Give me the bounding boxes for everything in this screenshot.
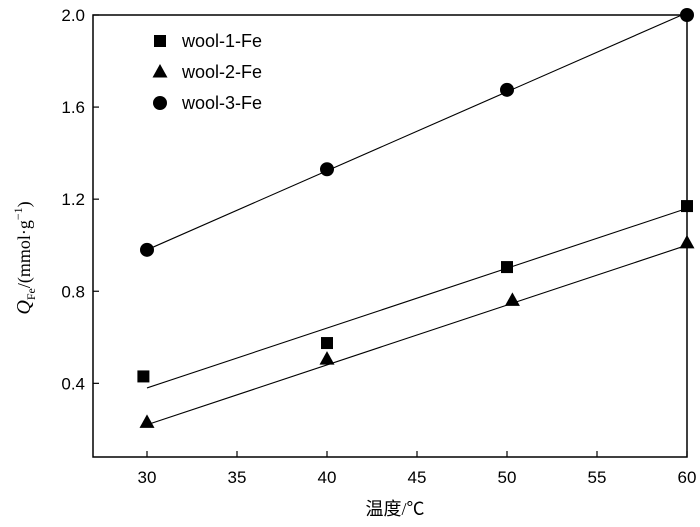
y-tick-label-4: 2.0 — [61, 6, 85, 25]
x-axis-label: 温度/℃ — [365, 499, 424, 519]
fit-line-wool-3-Fe — [146, 12, 688, 251]
fit-line-wool-1-Fe — [146, 207, 688, 389]
point-wool-3-Fe-0 — [140, 242, 154, 257]
x-tick-label-0: 30 — [138, 468, 157, 487]
point-wool-3-Fe-2 — [500, 82, 514, 97]
y-tick-label-0: 0.4 — [61, 374, 85, 393]
point-wool-2-Fe-0 — [139, 414, 155, 428]
point-wool-1-Fe-3 — [681, 200, 693, 213]
plot-area: 30 35 40 45 50 55 60 0.4 0.8 1.2 1.6 2.0 — [61, 6, 696, 487]
y-axis-label-symbol: Q — [13, 300, 35, 315]
legend: wool-1-Fe wool-2-Fe wool-3-Fe — [152, 31, 262, 113]
point-wool-2-Fe-2 — [504, 292, 520, 306]
y-axis-label: QFe/(mmol·g−1) — [11, 201, 38, 314]
point-wool-3-Fe-1 — [320, 162, 334, 177]
point-wool-2-Fe-3 — [679, 234, 695, 249]
legend-label-wool-1-Fe: wool-1-Fe — [181, 31, 262, 51]
x-tick-label-1: 35 — [228, 468, 247, 487]
legend-marker-wool-1-Fe — [154, 35, 166, 47]
y-axis-label-superscript: −1 — [11, 207, 25, 220]
point-wool-3-Fe-3 — [680, 8, 694, 22]
point-wool-2-Fe-1 — [319, 351, 335, 365]
point-wool-1-Fe-1 — [321, 337, 333, 350]
data-points — [137, 8, 695, 428]
legend-marker-wool-2-Fe — [152, 63, 168, 78]
y-tick-label-3: 1.6 — [61, 98, 85, 117]
x-tick-label-5: 55 — [588, 468, 607, 487]
point-wool-1-Fe-0 — [137, 370, 150, 383]
x-tick-label-2: 40 — [318, 468, 337, 487]
x-axis-ticks: 30 35 40 45 50 55 60 — [138, 451, 697, 487]
y-axis-label-close: ) — [14, 201, 35, 207]
x-tick-label-3: 45 — [408, 468, 427, 487]
legend-marker-wool-3-Fe — [153, 96, 167, 110]
x-tick-label-6: 60 — [678, 468, 697, 487]
x-tick-label-4: 50 — [498, 468, 517, 487]
fit-line-wool-2-Fe — [146, 244, 688, 426]
legend-label-wool-2-Fe: wool-2-Fe — [181, 62, 262, 82]
y-axis-label-subscript: Fe — [24, 288, 38, 300]
y-tick-label-1: 0.8 — [61, 282, 85, 301]
y-axis-ticks: 0.4 0.8 1.2 1.6 2.0 — [61, 6, 99, 393]
y-axis-label-unit: /(mmol·g — [14, 220, 35, 288]
fit-lines — [146, 12, 688, 426]
point-wool-1-Fe-2 — [501, 261, 513, 274]
y-tick-label-2: 1.2 — [61, 190, 85, 209]
legend-label-wool-3-Fe: wool-3-Fe — [181, 93, 262, 113]
